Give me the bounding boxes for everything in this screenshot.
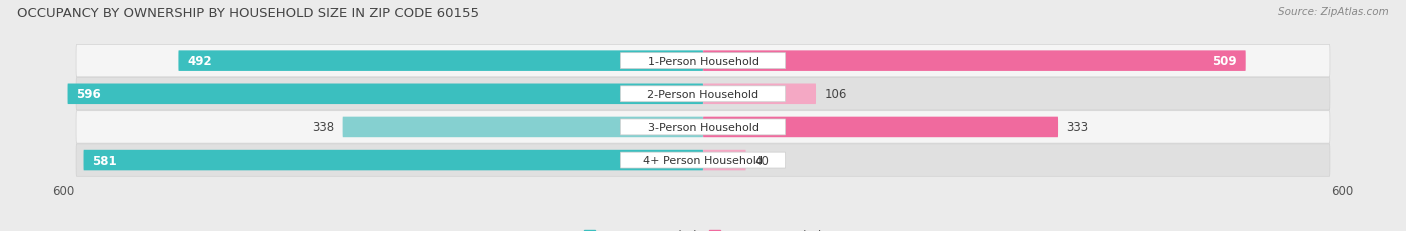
FancyBboxPatch shape: [83, 150, 703, 171]
Text: 596: 596: [76, 88, 101, 101]
Text: 509: 509: [1212, 55, 1237, 68]
Text: 581: 581: [91, 154, 117, 167]
FancyBboxPatch shape: [67, 84, 703, 105]
Text: 333: 333: [1067, 121, 1088, 134]
Text: 2-Person Household: 2-Person Household: [647, 89, 759, 99]
FancyBboxPatch shape: [703, 84, 815, 105]
FancyBboxPatch shape: [703, 150, 745, 171]
FancyBboxPatch shape: [76, 78, 1330, 110]
Legend: Owner-occupied, Renter-occupied: Owner-occupied, Renter-occupied: [579, 224, 827, 231]
Text: Source: ZipAtlas.com: Source: ZipAtlas.com: [1278, 7, 1389, 17]
FancyBboxPatch shape: [620, 86, 786, 102]
FancyBboxPatch shape: [620, 119, 786, 135]
Text: 1-Person Household: 1-Person Household: [648, 56, 758, 66]
FancyBboxPatch shape: [76, 144, 1330, 176]
FancyBboxPatch shape: [343, 117, 703, 138]
Text: 4+ Person Household: 4+ Person Household: [643, 155, 763, 165]
Text: 492: 492: [187, 55, 211, 68]
Text: 40: 40: [754, 154, 769, 167]
FancyBboxPatch shape: [703, 51, 1246, 72]
Text: OCCUPANCY BY OWNERSHIP BY HOUSEHOLD SIZE IN ZIP CODE 60155: OCCUPANCY BY OWNERSHIP BY HOUSEHOLD SIZE…: [17, 7, 479, 20]
Text: 338: 338: [312, 121, 335, 134]
FancyBboxPatch shape: [76, 45, 1330, 77]
FancyBboxPatch shape: [703, 117, 1059, 138]
FancyBboxPatch shape: [620, 53, 786, 69]
Text: 106: 106: [824, 88, 846, 101]
FancyBboxPatch shape: [620, 152, 786, 168]
FancyBboxPatch shape: [179, 51, 703, 72]
Text: 3-Person Household: 3-Person Household: [648, 122, 758, 132]
FancyBboxPatch shape: [76, 111, 1330, 143]
